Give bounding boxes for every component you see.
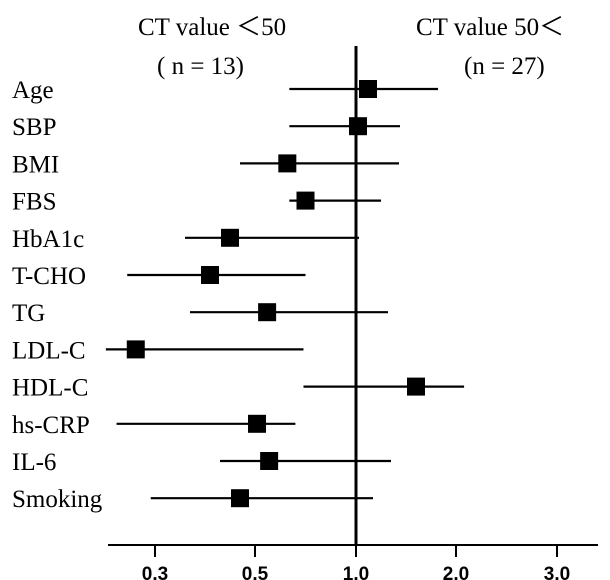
x-axis-ticks: 0.3 0.5 1.0 2.0 3.0 <box>142 545 570 580</box>
point-estimate <box>407 377 425 396</box>
point-estimate <box>349 117 367 136</box>
forest-row: SBP <box>12 114 400 141</box>
right-group-n: (n = 27) <box>464 53 545 80</box>
row-label: LDL-C <box>12 337 86 364</box>
point-estimate <box>221 228 239 247</box>
point-estimate <box>201 266 219 284</box>
forest-row: IL-6 <box>12 449 391 476</box>
point-estimate <box>296 191 315 210</box>
forest-row: LDL-C <box>12 337 304 364</box>
row-label: FBS <box>12 189 56 216</box>
forest-row: hs-CRP <box>12 412 296 439</box>
point-estimate <box>248 414 267 433</box>
point-estimate <box>231 489 249 508</box>
point-estimate <box>359 80 377 98</box>
point-estimate <box>126 340 145 359</box>
point-estimate <box>278 154 297 173</box>
row-label: BMI <box>12 151 59 178</box>
row-label: IL-6 <box>12 449 56 476</box>
row-label: HDL-C <box>12 375 88 402</box>
row-label: Age <box>12 77 54 104</box>
row-label: T-CHO <box>12 263 86 290</box>
x-tick-label: 2.0 <box>443 564 469 580</box>
left-group-n: ( n = 13) <box>157 53 244 80</box>
x-tick-label: 3.0 <box>544 564 570 580</box>
row-label: Smoking <box>12 486 103 513</box>
row-label: TG <box>12 300 45 327</box>
point-estimate <box>260 452 279 470</box>
forest-row: BMI <box>12 151 399 178</box>
row-label: hs-CRP <box>12 412 90 439</box>
left-group-title: CT value ＜50 <box>138 14 286 41</box>
forest-row: T-CHO <box>12 263 306 290</box>
forest-rows: Age SBP BMI FBS HbA1c T-CHO TG LDL-C HDL-C hs-CRP… <box>12 77 465 513</box>
forest-row: HbA1c <box>12 226 359 253</box>
forest-row: FBS <box>12 189 381 216</box>
right-group-title: CT value 50＜ <box>416 14 564 41</box>
forest-row: Age <box>12 77 438 104</box>
x-tick-label: 1.0 <box>343 564 369 580</box>
forest-row: TG <box>12 300 388 327</box>
row-label: HbA1c <box>12 226 84 253</box>
forest-row: Smoking <box>12 486 373 513</box>
point-estimate <box>258 303 277 322</box>
row-label: SBP <box>12 114 56 141</box>
x-tick-label: 0.3 <box>142 564 168 580</box>
x-tick-label: 0.5 <box>242 564 269 580</box>
forest-row: HDL-C <box>12 375 465 402</box>
